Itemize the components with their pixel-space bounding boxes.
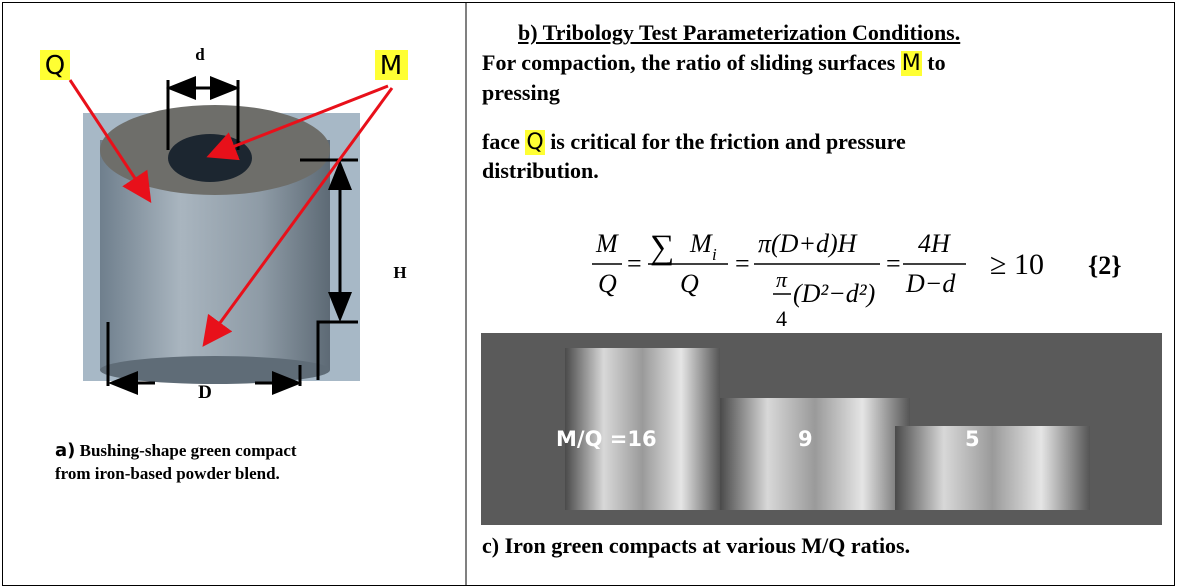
f-text: = [886,249,901,278]
text: to [927,50,946,75]
compact [565,348,720,510]
text-line: face Q is critical for the friction and … [482,129,906,155]
label-q: Q [45,51,65,81]
text: face [482,129,520,154]
ratio-label: 5 [965,427,980,451]
arrows [68,79,394,347]
f-text: Q [680,269,699,298]
cylinder-bottom [100,356,330,384]
f-text: π(D+d)H [758,229,858,258]
f-text: ≥ 10 [990,248,1044,281]
f-text: π [776,267,788,292]
compact [895,426,1090,510]
highlight [40,50,70,80]
f-text: Q [598,269,617,298]
highlight: Q [525,130,545,155]
ratio-label: M/Q =16 [556,427,657,451]
text-line: distribution. [482,158,599,183]
compact [720,398,910,510]
caption-letter: a) [55,440,76,461]
f-text: M [595,229,619,258]
f-text: M [689,229,713,258]
caption-text: Bushing-shape green compact [79,441,297,460]
caption-a2: from iron-based powder blend. [55,464,280,483]
label-D: D [198,382,212,403]
f-text: {2} [1088,251,1122,280]
label-h: H [393,263,406,282]
highlight [375,50,408,80]
highlight: M [900,51,922,76]
text-line: For compaction, the ratio of sliding sur… [482,50,946,76]
label-m: M [380,51,402,81]
caption-a: a) Bushing-shape green compact [55,440,297,461]
f-text: (D²−d²) [793,279,875,308]
text: For compaction, the ratio of sliding sur… [482,50,896,75]
f-text: 4H [918,229,951,258]
label-d: d [195,45,205,64]
formula: M Q M i Q π(D+d)H π (D²−d²) 4H D−d 4 ∑ =… [592,229,1122,331]
text-line: pressing [482,80,560,105]
f-text: = [627,249,642,278]
title-b: b) Tribology Test Parameterization Condi… [518,20,961,45]
caption-c: c) Iron green compacts at various M/Q ra… [482,533,911,558]
f-text: D−d [905,269,956,298]
f-text: ∑ [650,229,674,266]
ratio-label: 9 [798,427,813,451]
f-text: = [735,249,750,278]
text: is critical for the friction and pressur… [550,129,906,154]
f-text: 4 [776,306,787,331]
f-text: i [712,245,717,264]
